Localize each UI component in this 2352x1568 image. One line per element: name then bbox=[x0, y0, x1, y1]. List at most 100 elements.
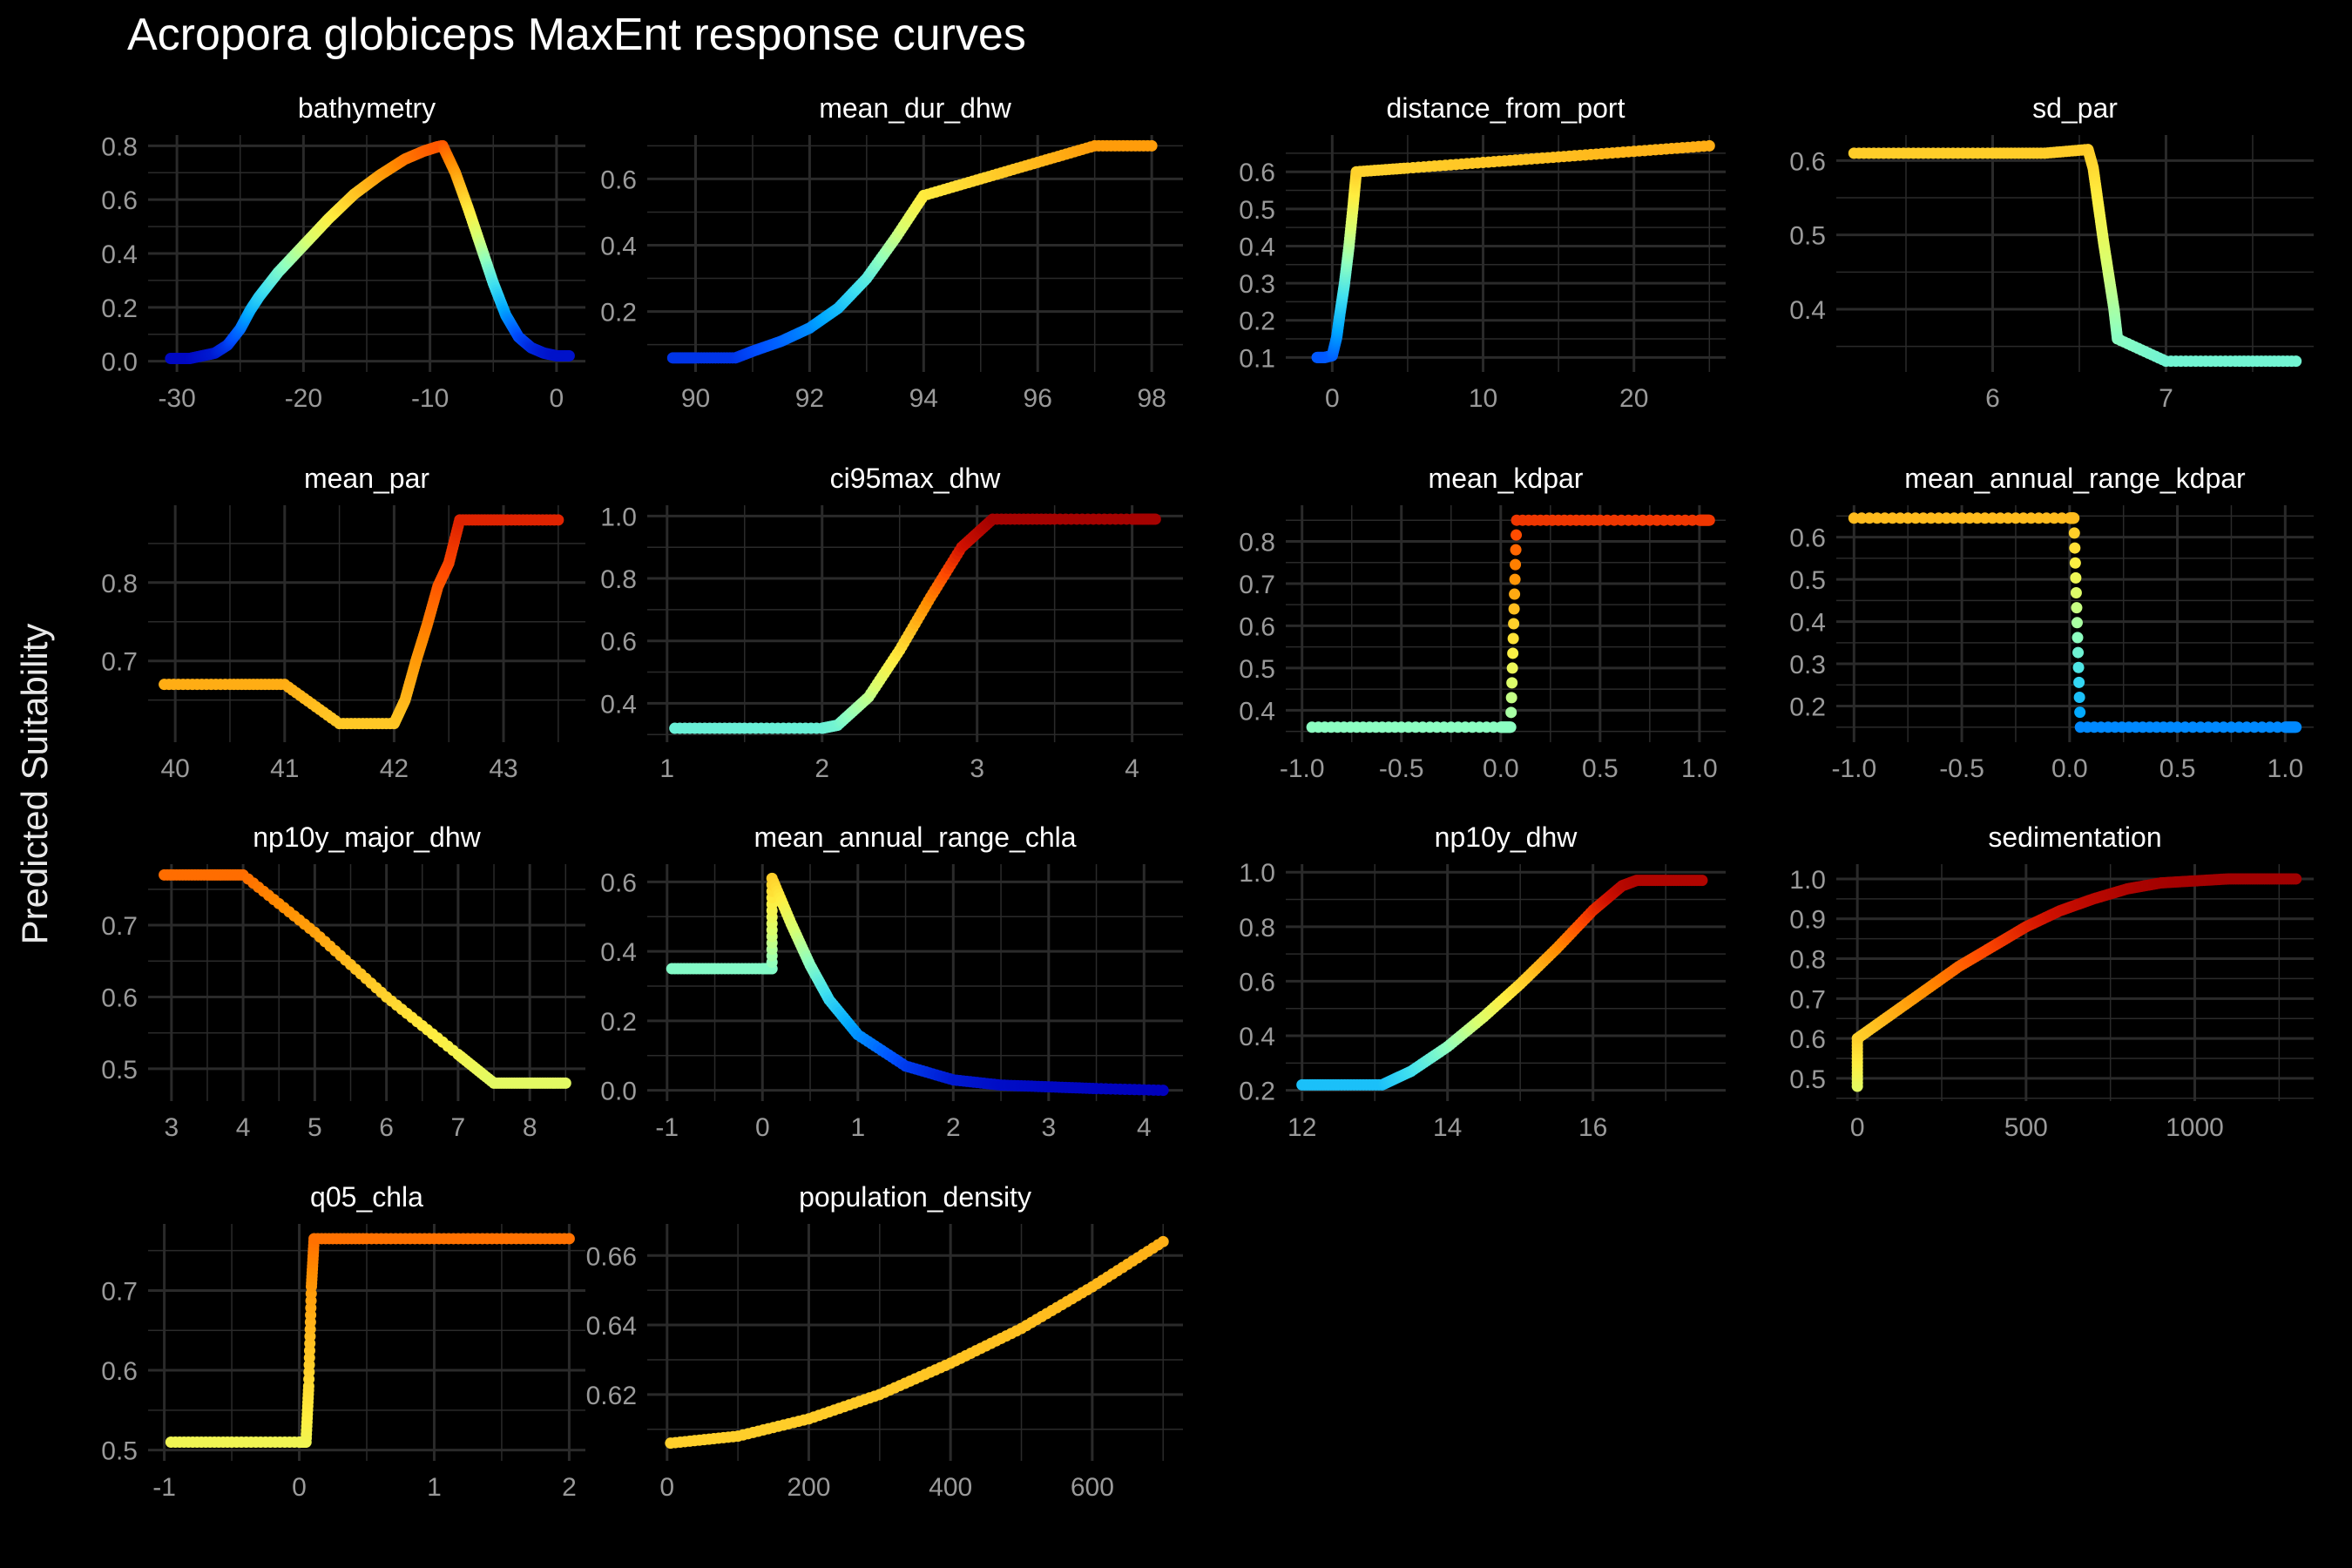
data-point bbox=[2068, 512, 2080, 524]
y-tick-label: 0.1 bbox=[1239, 344, 1275, 373]
data-point bbox=[2073, 676, 2085, 688]
panel-q05_chla: q05_chla -1 0 1 2 0.5 0.6 0.7 bbox=[101, 1181, 585, 1502]
x-tick-label: 200 bbox=[787, 1473, 830, 1502]
panel-ci95max_dhw: ci95max_dhw 1 2 3 4 0.4 0.6 0.8 1.0 bbox=[600, 463, 1183, 783]
x-tick-label: 92 bbox=[795, 384, 824, 413]
y-tick-label: 0.6 bbox=[600, 628, 637, 657]
panel-mean_annual_range_chla: mean_annual_range_chla -1 0 1 2 3 4 0.0 0.2 0.4 0.… bbox=[600, 821, 1183, 1142]
x-tick-label: 4 bbox=[236, 1113, 251, 1142]
x-tick-label: 1 bbox=[427, 1473, 442, 1502]
y-tick-label: 0.0 bbox=[101, 348, 138, 377]
x-tick-label: 0 bbox=[292, 1473, 307, 1502]
x-tick-label: 12 bbox=[1288, 1113, 1316, 1142]
y-tick-label: 0.2 bbox=[1239, 1078, 1275, 1106]
panel-mean_dur_dhw: mean_dur_dhw 90 92 94 96 98 0.2 0.4 0.6 bbox=[600, 92, 1183, 413]
data-point bbox=[1507, 647, 1519, 659]
gridlines bbox=[647, 1224, 1183, 1461]
data-point bbox=[1149, 513, 1161, 525]
y-tick-label: 0.8 bbox=[101, 132, 138, 161]
x-tick-label: 0.5 bbox=[2159, 754, 2196, 783]
y-tick-label: 0.6 bbox=[1789, 1025, 1826, 1054]
x-tick-label: 0 bbox=[755, 1113, 770, 1142]
gridlines bbox=[148, 1224, 585, 1461]
data-point bbox=[1508, 603, 1520, 615]
y-tick-label: 0.0 bbox=[600, 1078, 637, 1106]
data-point bbox=[2069, 542, 2081, 554]
x-tick-label: 2 bbox=[946, 1113, 961, 1142]
y-tick-label: 0.7 bbox=[1789, 985, 1826, 1014]
gridlines bbox=[1286, 864, 1726, 1101]
x-tick-label: -1 bbox=[655, 1113, 679, 1142]
data-point bbox=[2071, 617, 2083, 629]
y-tick-label: 0.4 bbox=[600, 938, 637, 967]
y-tick-label: 0.2 bbox=[1789, 693, 1826, 722]
series-points bbox=[165, 139, 575, 365]
x-tick-label: 6 bbox=[379, 1113, 394, 1142]
gridlines bbox=[148, 135, 585, 372]
data-point bbox=[1506, 662, 1518, 674]
x-tick-label: 3 bbox=[970, 754, 984, 783]
x-tick-label: 41 bbox=[270, 754, 299, 783]
x-tick-label: 0 bbox=[1325, 384, 1340, 413]
x-tick-label: 96 bbox=[1024, 384, 1052, 413]
y-tick-label: 0.8 bbox=[600, 565, 637, 594]
data-point bbox=[2074, 706, 2086, 719]
panel-title: mean_kdpar bbox=[1429, 463, 1584, 494]
x-tick-label: 0 bbox=[1850, 1113, 1865, 1142]
data-point bbox=[2290, 355, 2302, 368]
x-tick-label: 3 bbox=[1041, 1113, 1056, 1142]
series-points bbox=[665, 1235, 1169, 1450]
y-tick-label: 0.5 bbox=[1789, 1065, 1826, 1094]
x-tick-label: 1.0 bbox=[2267, 754, 2303, 783]
y-tick-label: 0.7 bbox=[101, 1277, 138, 1306]
y-tick-label: 1.0 bbox=[600, 503, 637, 531]
y-tick-label: 0.5 bbox=[1789, 222, 1826, 251]
x-tick-label: -30 bbox=[158, 384, 195, 413]
y-tick-label: 0.2 bbox=[101, 294, 138, 323]
data-point bbox=[563, 349, 575, 362]
x-tick-label: -1.0 bbox=[1831, 754, 1876, 783]
series-points bbox=[669, 513, 1161, 734]
panel-title: q05_chla bbox=[310, 1181, 423, 1213]
series-points bbox=[159, 514, 564, 730]
y-tick-label: 0.6 bbox=[600, 166, 637, 194]
data-point bbox=[1510, 544, 1522, 556]
data-point bbox=[2072, 661, 2085, 673]
x-tick-label: 8 bbox=[523, 1113, 537, 1142]
data-point bbox=[1146, 139, 1158, 152]
y-tick-label: 0.4 bbox=[1239, 697, 1275, 726]
data-point bbox=[1157, 1235, 1169, 1247]
y-tick-label: 0.64 bbox=[586, 1312, 637, 1341]
data-point bbox=[1505, 692, 1517, 704]
y-tick-label: 0.7 bbox=[101, 648, 138, 677]
data-point bbox=[1505, 706, 1517, 719]
y-tick-label: 0.6 bbox=[600, 868, 637, 897]
panel-sd_par: sd_par 6 7 0.4 0.5 0.6 bbox=[1789, 92, 2314, 413]
panel-mean_kdpar: mean_kdpar -1.0 -0.5 0.0 0.5 1.0 0.4 0.5 0.6 0.7 0… bbox=[1239, 463, 1726, 783]
x-tick-label: 1000 bbox=[2166, 1113, 2224, 1142]
panel-title: mean_annual_range_kdpar bbox=[1904, 463, 2246, 494]
series-points bbox=[1848, 512, 2302, 733]
data-point bbox=[559, 1077, 571, 1089]
series-points bbox=[159, 868, 571, 1089]
series-points bbox=[1848, 144, 2302, 368]
panel-title: np10y_dhw bbox=[1435, 821, 1578, 853]
x-tick-label: 94 bbox=[909, 384, 938, 413]
series-points bbox=[165, 1233, 575, 1448]
panel-title: mean_par bbox=[304, 463, 429, 494]
x-tick-label: 1.0 bbox=[1681, 754, 1718, 783]
panel-population_density: population_density 0 200 400 600 0.62 0.64 0.66 bbox=[586, 1181, 1183, 1502]
series-points bbox=[666, 139, 1158, 364]
data-point bbox=[1509, 573, 1521, 585]
y-tick-label: 0.4 bbox=[1789, 609, 1826, 638]
y-tick-label: 0.4 bbox=[600, 690, 637, 719]
data-point bbox=[1696, 875, 1708, 887]
y-tick-label: 0.4 bbox=[600, 232, 637, 260]
y-tick-label: 0.2 bbox=[1239, 308, 1275, 336]
x-tick-label: 4 bbox=[1137, 1113, 1152, 1142]
panel-title: distance_from_port bbox=[1387, 92, 1625, 124]
x-tick-label: 1 bbox=[850, 1113, 865, 1142]
x-tick-label: -10 bbox=[411, 384, 449, 413]
y-tick-label: 0.6 bbox=[1239, 612, 1275, 641]
y-tick-label: 0.6 bbox=[1789, 147, 1826, 176]
